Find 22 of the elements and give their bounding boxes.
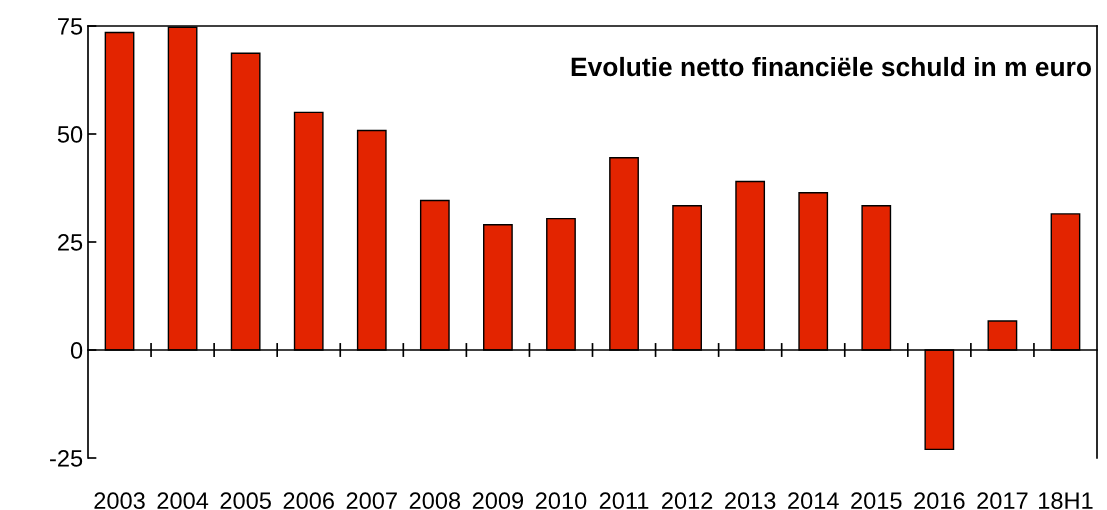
x-tick-label: 2012 (662, 492, 713, 510)
y-tick-label: 0 (70, 342, 83, 359)
x-tick-label: 2003 (94, 492, 145, 510)
x-tick-label: 18H1 (1039, 492, 1093, 510)
x-tick-label: 2014 (788, 492, 839, 510)
x-tick-label: 2009 (472, 492, 524, 510)
x-tick-label: 2015 (851, 492, 902, 510)
x-tick-label: 2013 (725, 492, 776, 510)
x-tick-label: 2010 (535, 492, 587, 510)
x-tick-label: 2017 (977, 492, 1028, 510)
x-tick-label: 2005 (220, 492, 271, 510)
x-tick-label: 2004 (157, 492, 209, 510)
text: Evolutie netto financiële schuld in m euro (571, 56, 1091, 77)
x-tick-label: 2011 (599, 492, 649, 510)
y-tick-label: 25 (58, 234, 83, 251)
x-tick-label: 2016 (914, 492, 965, 510)
y-tick-label: -25 (50, 450, 83, 467)
y-tick-label: 50 (57, 126, 83, 143)
y-tick-label: 75 (58, 18, 83, 35)
x-tick-label: 2006 (283, 492, 334, 510)
x-tick-label: 2008 (409, 492, 461, 510)
x-tick-label: 2007 (346, 492, 397, 510)
